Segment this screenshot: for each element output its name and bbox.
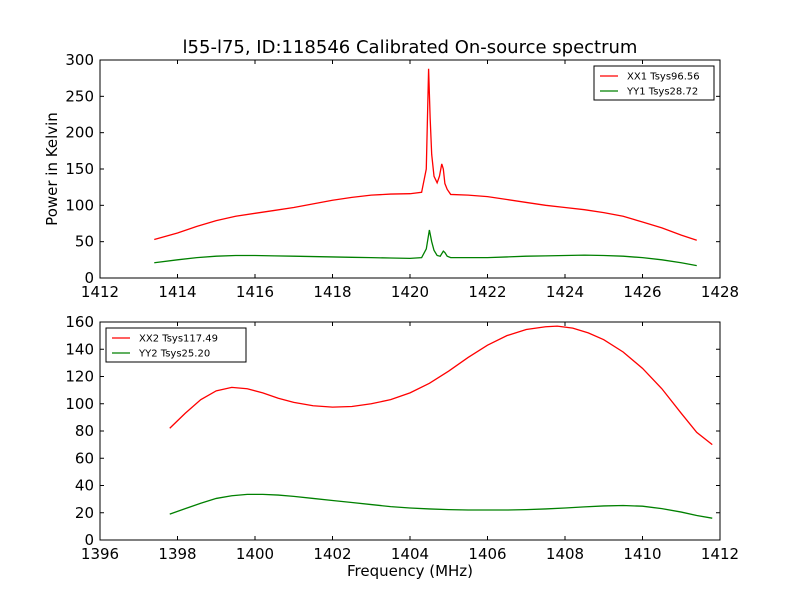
legend-entry-label: YY2 Tsys25.20: [138, 349, 210, 360]
legend-entry-label: XX2 Tsys117.49: [139, 334, 218, 345]
x-tick-label: 1402: [313, 545, 351, 563]
x-tick-label: 1412: [701, 545, 739, 563]
series-line-1-2: [154, 229, 697, 267]
subplot-1: 1412 1414 1416 1418 1420 1422 1424 1426 1428 0 50 1…: [43, 51, 739, 301]
x-tick-label: 1422: [468, 283, 506, 301]
figure-title: l55-l75, ID:118546 Calibrated On-source …: [183, 37, 638, 58]
x-tick-label: 1404: [391, 545, 429, 563]
x-tick-label: 1408: [546, 545, 584, 563]
legend-box: [593, 65, 715, 101]
series-line-1-1: [154, 68, 697, 241]
x-tick-label: 1412: [81, 283, 119, 301]
legend-entry-label: YY1 Tsys28.72: [626, 87, 698, 98]
y-tick-label: 100: [65, 395, 94, 413]
x-tick-label: 1420: [391, 283, 429, 301]
x-tick-label: 1400: [236, 545, 274, 563]
y-tick-label: 0: [84, 269, 94, 287]
legend: XX1 Tsys96.56 YY1 Tsys28.72: [593, 65, 715, 101]
x-tick-label: 1416: [236, 283, 274, 301]
y-tick-label: 140: [65, 340, 94, 358]
x-tick-label: 1398: [158, 545, 196, 563]
y-tick-label: 40: [75, 477, 94, 495]
series-line-2-1: [169, 325, 713, 446]
x-tick-label: 1428: [701, 283, 739, 301]
y-axis-label: Power in Kelvin: [43, 112, 61, 226]
x-axis-label: Frequency (MHz): [347, 562, 473, 580]
y-tick-label: 150: [65, 160, 94, 178]
x-tick-label: 1396: [81, 545, 119, 563]
y-tick-label: 250: [65, 87, 94, 105]
subplot-2: 1396 1398 1400 1402 1404 1406 1408 1410 1412 0 20 4…: [65, 313, 739, 580]
y-tick-label: 0: [84, 531, 94, 549]
y-tick-label: 50: [75, 233, 94, 251]
y-tick-label: 80: [75, 422, 94, 440]
x-tick-label: 1410: [623, 545, 661, 563]
x-tick-label: 1426: [623, 283, 661, 301]
x-tick-label: 1418: [313, 283, 351, 301]
y-tick-label: 20: [75, 504, 94, 522]
x-tick-label: 1414: [158, 283, 196, 301]
series-line-2-2: [169, 493, 713, 519]
x-tick-label: 1424: [546, 283, 584, 301]
y-tick-label: 120: [65, 368, 94, 386]
x-tick-label: 1406: [468, 545, 506, 563]
y-tick-label: 100: [65, 196, 94, 214]
y-tick-label: 200: [65, 124, 94, 142]
y-tick-label: 60: [75, 449, 94, 467]
legend: XX2 Tsys117.49 YY2 Tsys25.20: [105, 327, 247, 363]
y-tick-label: 160: [65, 313, 94, 331]
legend-box: [105, 327, 247, 363]
legend-entry-label: XX1 Tsys96.56: [627, 72, 700, 83]
y-tick-label: 300: [65, 51, 94, 69]
